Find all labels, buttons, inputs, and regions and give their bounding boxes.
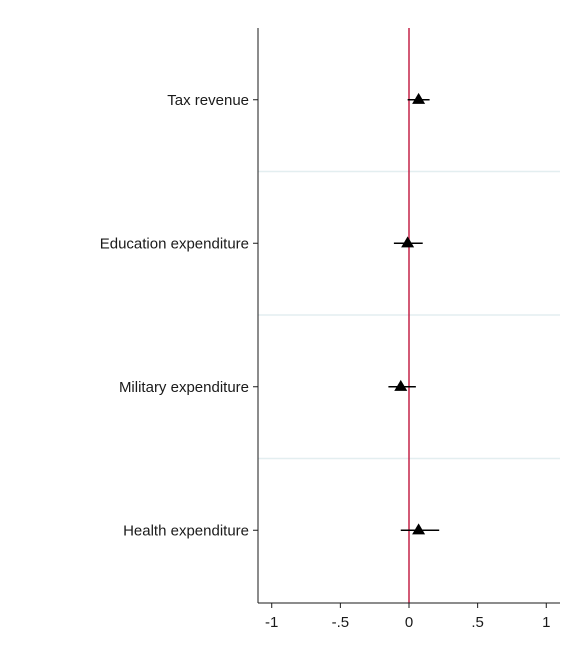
x-tick-label: 1 bbox=[542, 614, 550, 631]
x-tick-label: -1 bbox=[265, 614, 278, 631]
point-estimate-marker bbox=[401, 236, 415, 248]
y-tick-label: Health expenditure bbox=[123, 522, 249, 539]
point-estimate-marker bbox=[412, 92, 426, 104]
point-estimate-marker bbox=[412, 523, 426, 535]
y-tick-label: Education expenditure bbox=[100, 235, 249, 252]
x-tick-label: .5 bbox=[471, 614, 484, 631]
y-tick-label: Military expenditure bbox=[119, 379, 249, 396]
point-estimate-marker bbox=[394, 379, 408, 391]
y-tick-label: Tax revenue bbox=[167, 92, 249, 109]
x-tick-label: -.5 bbox=[332, 614, 350, 631]
x-tick-label: 0 bbox=[405, 614, 413, 631]
